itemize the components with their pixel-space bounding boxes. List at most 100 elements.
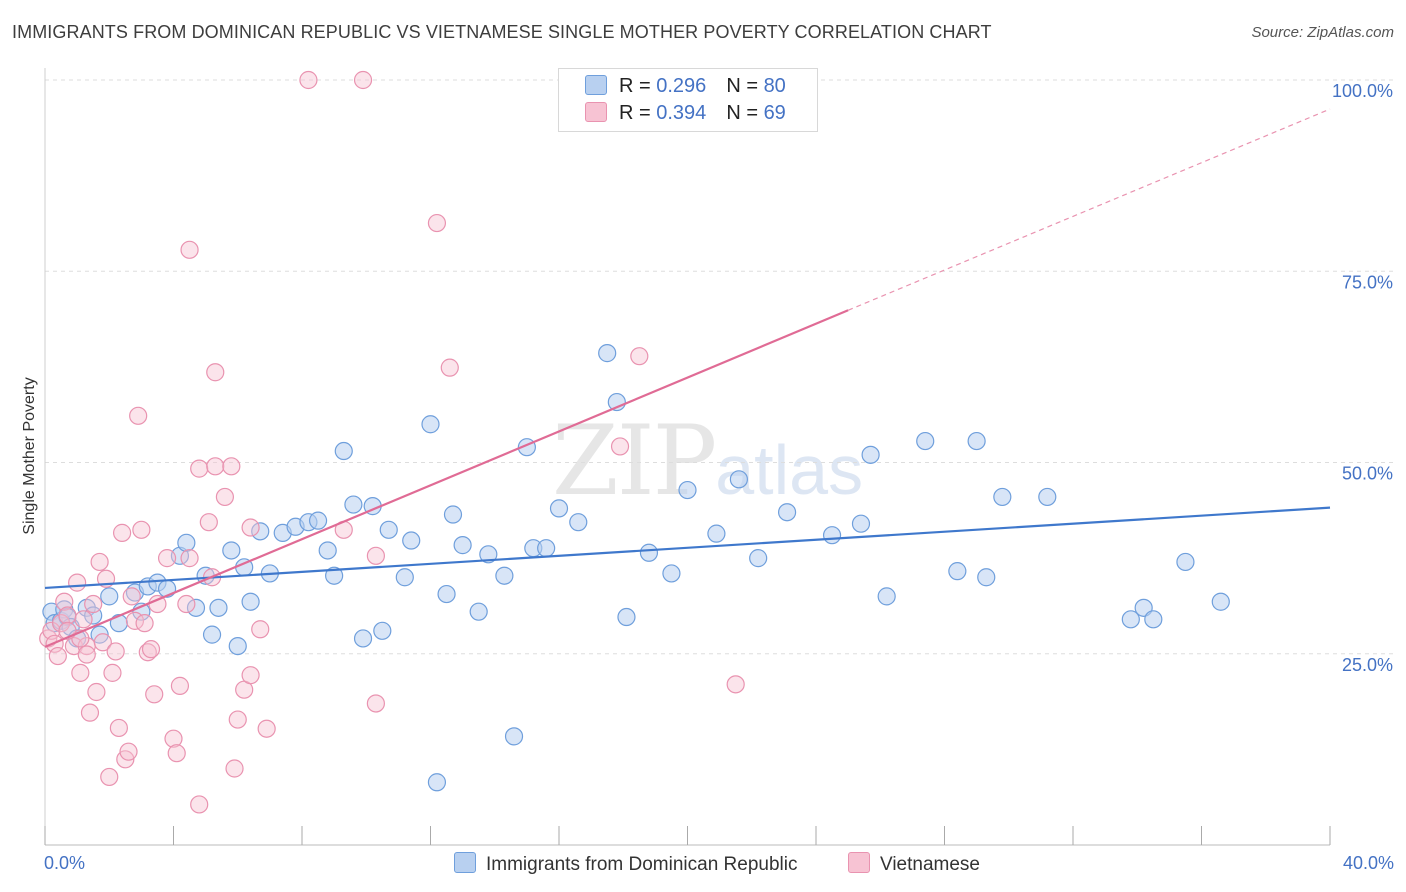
trend-line-vietnamese bbox=[44, 309, 849, 648]
data-point-dominican bbox=[421, 415, 440, 434]
data-point-vietnamese bbox=[87, 682, 106, 702]
data-point-dominican bbox=[993, 487, 1012, 507]
tick-labels: 25.0% 50.0% 75.0% 100.0% 0.0% 40.0% bbox=[44, 81, 1394, 873]
data-point-dominican bbox=[639, 543, 659, 562]
data-point-vietnamese bbox=[206, 457, 225, 476]
data-point-dominican bbox=[617, 607, 636, 627]
data-point-vietnamese bbox=[90, 552, 109, 572]
source-label: Source: ZipAtlas.com bbox=[1251, 24, 1394, 41]
data-point-dominican bbox=[537, 539, 556, 558]
data-point-vietnamese bbox=[180, 240, 199, 259]
data-point-vietnamese bbox=[215, 487, 234, 507]
data-point-dominican bbox=[678, 480, 697, 500]
data-point-dominican bbox=[549, 499, 569, 518]
legend-item-vietnamese: Vietnamese bbox=[848, 852, 980, 876]
data-point-dominican bbox=[443, 505, 463, 524]
y-tick-label: 75.0% bbox=[1342, 272, 1393, 292]
legend-n-label: N = bbox=[726, 75, 764, 97]
data-point-vietnamese bbox=[180, 549, 199, 568]
data-point-dominican bbox=[202, 625, 222, 644]
data-point-vietnamese bbox=[427, 213, 447, 233]
data-point-vietnamese bbox=[68, 573, 87, 592]
data-point-vietnamese bbox=[55, 592, 74, 611]
data-point-vietnamese bbox=[132, 520, 151, 539]
x-tick-label: 0.0% bbox=[44, 853, 85, 873]
data-point-dominican bbox=[251, 522, 270, 541]
y-tick-label: 25.0% bbox=[1342, 655, 1393, 675]
data-point-vietnamese bbox=[129, 406, 148, 425]
data-point-vietnamese bbox=[77, 645, 96, 664]
data-point-vietnamese bbox=[167, 744, 186, 763]
data-point-dominican bbox=[395, 568, 414, 587]
series-dominican-points bbox=[42, 344, 1230, 792]
data-point-dominican bbox=[318, 541, 337, 560]
data-point-dominican bbox=[100, 587, 119, 606]
data-point-dominican bbox=[707, 524, 726, 543]
data-point-vietnamese bbox=[112, 523, 132, 542]
legend-r-label: R = bbox=[619, 102, 657, 124]
data-point-vietnamese bbox=[199, 513, 218, 532]
data-point-vietnamese bbox=[225, 759, 244, 778]
data-point-vietnamese bbox=[74, 610, 93, 629]
legend-item-dominican: Immigrants from Dominican Republic bbox=[454, 852, 798, 876]
legend-label-vietnamese: Vietnamese bbox=[880, 854, 980, 875]
data-point-vietnamese bbox=[58, 606, 77, 625]
data-point-dominican bbox=[598, 344, 617, 363]
data-point-vietnamese bbox=[257, 719, 276, 738]
data-point-dominican bbox=[437, 584, 456, 604]
chart-title: IMMIGRANTS FROM DOMINICAN REPUBLIC VS VI… bbox=[12, 22, 992, 42]
data-point-dominican bbox=[777, 503, 797, 522]
data-point-dominican bbox=[109, 614, 128, 633]
correlation-legend: R = 0.296 N = 80 R = 0.394 N = 69 bbox=[558, 68, 818, 132]
data-point-vietnamese bbox=[80, 703, 100, 722]
data-point-dominican bbox=[353, 629, 373, 648]
trend-line-dominican bbox=[44, 506, 1331, 590]
series-vietnamese-points bbox=[39, 70, 745, 814]
data-point-dominican bbox=[569, 513, 588, 532]
y-tick-label: 50.0% bbox=[1342, 464, 1393, 484]
data-point-vietnamese bbox=[190, 459, 209, 478]
trend-lines bbox=[44, 108, 1331, 648]
data-point-dominican bbox=[177, 533, 196, 552]
data-point-vietnamese bbox=[48, 646, 67, 666]
data-point-dominican bbox=[977, 568, 996, 587]
data-point-vietnamese bbox=[122, 587, 141, 606]
data-point-vietnamese bbox=[135, 614, 154, 633]
data-point-dominican bbox=[967, 431, 986, 451]
legend-swatch-blue bbox=[585, 75, 607, 95]
data-point-vietnamese bbox=[228, 710, 247, 729]
data-point-vietnamese bbox=[138, 643, 157, 662]
data-point-vietnamese bbox=[145, 685, 164, 704]
data-point-dominican bbox=[1038, 487, 1057, 507]
data-point-vietnamese bbox=[119, 742, 138, 761]
legend-swatch-pink bbox=[848, 852, 870, 873]
data-point-dominican bbox=[1211, 592, 1230, 611]
data-point-dominican bbox=[379, 520, 398, 539]
trend-line-vietnamese-extension bbox=[847, 108, 1331, 311]
x-tick-label: 40.0% bbox=[1343, 853, 1394, 873]
data-point-vietnamese bbox=[177, 594, 196, 614]
data-point-dominican bbox=[228, 636, 247, 656]
data-point-dominican bbox=[851, 514, 871, 533]
data-point-vietnamese bbox=[366, 546, 385, 565]
y-tick-label: 100.0% bbox=[1332, 81, 1393, 101]
data-point-dominican bbox=[822, 526, 842, 545]
data-point-vietnamese bbox=[206, 363, 225, 382]
data-point-vietnamese bbox=[93, 633, 112, 652]
data-point-dominican bbox=[209, 598, 228, 617]
data-point-dominican bbox=[1176, 552, 1195, 572]
data-point-dominican bbox=[334, 441, 353, 461]
data-point-vietnamese bbox=[241, 666, 260, 685]
legend-r-label: R = bbox=[619, 75, 657, 97]
legend-r-value: 0.394 bbox=[656, 102, 707, 124]
data-point-dominican bbox=[325, 566, 344, 585]
data-point-vietnamese bbox=[170, 676, 190, 695]
legend-n-label: N = bbox=[726, 102, 764, 124]
data-point-dominican bbox=[1144, 610, 1163, 629]
data-point-dominican bbox=[495, 566, 514, 585]
data-point-vietnamese bbox=[84, 594, 103, 614]
y-axis-title: Single Mother Poverty bbox=[21, 377, 38, 534]
legend-row-vietnamese: R = 0.394 N = 69 bbox=[585, 102, 786, 128]
data-point-dominican bbox=[308, 511, 328, 530]
